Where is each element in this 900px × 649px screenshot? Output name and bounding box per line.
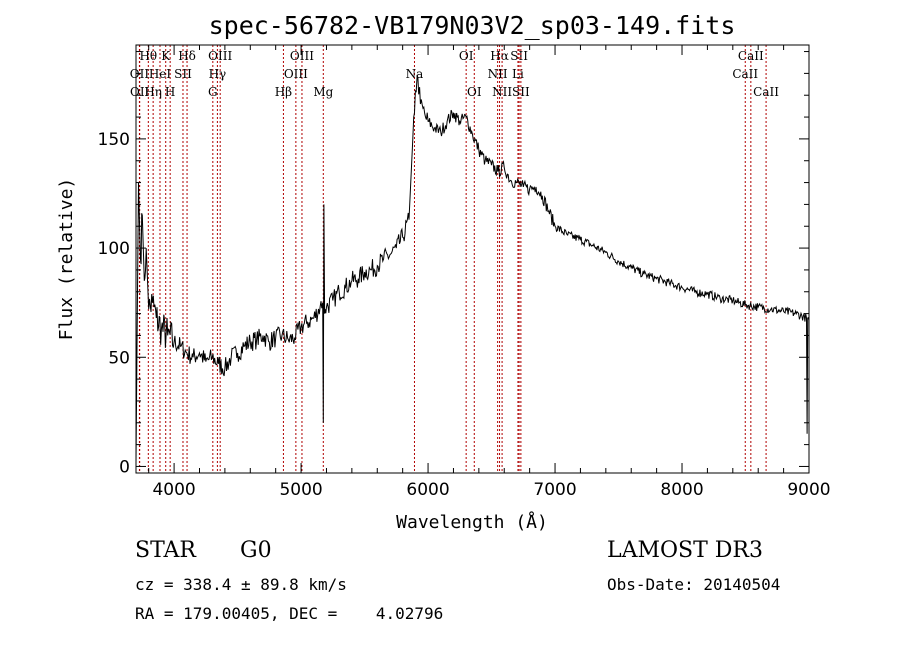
spectral-line-label: SII	[174, 67, 192, 81]
x-tick-label: 5000	[279, 480, 322, 500]
spectral-line-label: OIII	[284, 67, 308, 81]
spectral-line-label: Hα	[490, 49, 509, 63]
x-axis-ticks: 4000 5000 6000 7000 8000 9000	[148, 45, 831, 500]
spectral-line-label: H	[165, 85, 175, 99]
spectral-line-label: OIII	[290, 49, 314, 63]
y-tick-label: 0	[119, 457, 130, 477]
x-tick-label: 8000	[660, 480, 703, 500]
x-tick-label: 4000	[152, 480, 195, 500]
spectral-line-label: Na	[406, 67, 424, 81]
spectral-line-label: OI	[467, 85, 482, 99]
chart-title: spec-56782-VB179N03V2_sp03-149.fits	[209, 11, 736, 40]
spectrum-series	[135, 74, 810, 463]
spectral-line-label: NII	[492, 85, 512, 99]
class-label: STAR	[135, 538, 196, 563]
spectral-line-label: OIII	[208, 49, 232, 63]
spectral-line-label: NII	[488, 67, 508, 81]
y-tick-label: 150	[98, 130, 130, 150]
spectral-line-label: Hη	[144, 85, 162, 99]
y-axis-ticks: 0 50 100 150	[98, 51, 809, 477]
y-tick-label: 50	[108, 348, 130, 368]
coordinates-readout: RA = 179.00405, DEC = 4.02796	[135, 604, 444, 623]
spectral-line-label: OI	[459, 49, 474, 63]
redshift-readout: cz = 338.4 ± 89.8 km/s	[135, 575, 347, 594]
spectral-line-label: SII	[510, 49, 528, 63]
spectral-line-label: CaII	[732, 67, 758, 81]
spectral-line-label: HeI	[149, 67, 172, 81]
x-tick-label: 9000	[787, 480, 830, 500]
spectral-line-label: K	[161, 49, 171, 63]
x-axis-label: Wavelength (Å)	[396, 511, 548, 533]
spectral-line-label: Mg	[313, 85, 333, 99]
obs-date-readout: Obs-Date: 20140504	[607, 575, 781, 594]
spectral-line-label: CaII	[738, 49, 764, 63]
survey-label: LAMOST DR3	[607, 538, 763, 563]
spectral-line-label: Hγ	[209, 67, 227, 81]
spectral-line-label: G	[208, 85, 218, 99]
spectral-line-label: Hθ	[139, 49, 157, 63]
spectral-line-label: CaII	[753, 85, 779, 99]
spectral-line-label: Hδ	[178, 49, 196, 63]
plot-frame	[135, 44, 810, 474]
subclass-label: G0	[240, 538, 272, 563]
spectral-line-label: OII	[130, 85, 150, 99]
y-tick-label: 100	[98, 239, 130, 259]
spectral-line-label: Li	[512, 67, 524, 81]
y-axis-label: Flux (relative)	[56, 178, 77, 341]
x-tick-label: 7000	[533, 480, 576, 500]
x-tick-label: 6000	[406, 480, 449, 500]
spectral-line-label: SII	[512, 85, 530, 99]
spectral-line-label: Hβ	[275, 85, 292, 99]
